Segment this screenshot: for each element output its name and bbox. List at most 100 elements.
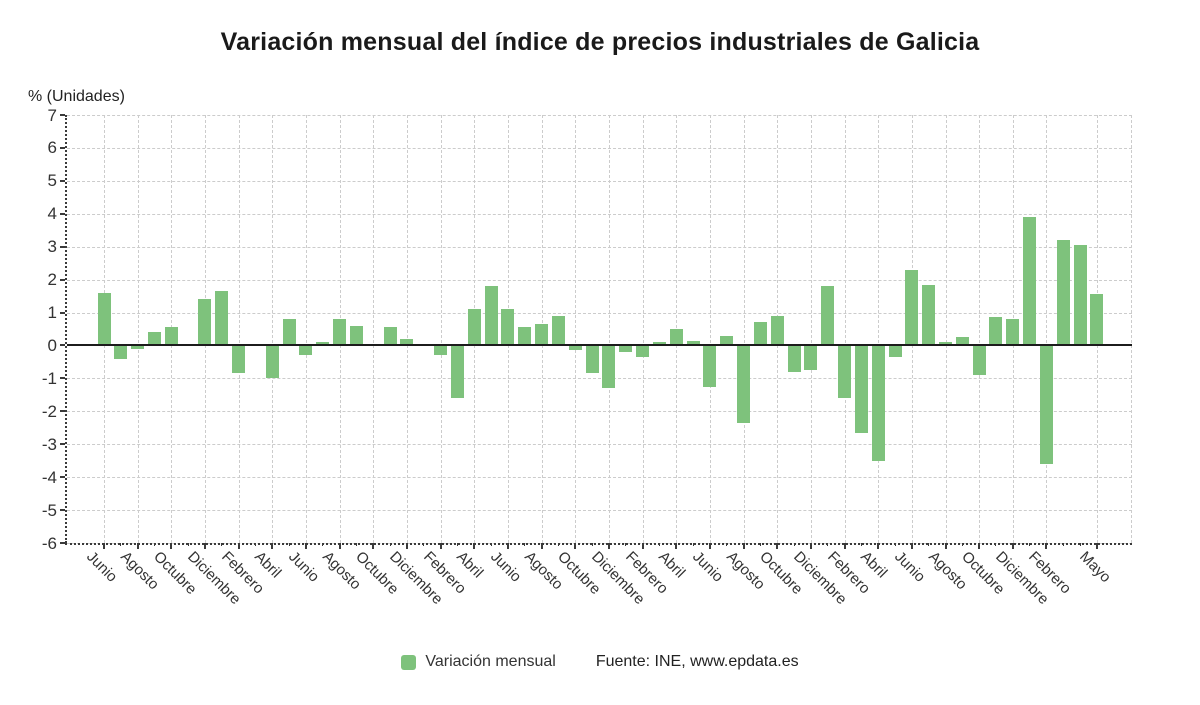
- bar: [333, 319, 347, 346]
- bar: [1090, 294, 1104, 346]
- x-tick-mark: [675, 543, 678, 549]
- x-tick-mark: [170, 543, 173, 549]
- y-tick-label: 0: [47, 335, 57, 355]
- x-tick-mark: [1095, 543, 1098, 549]
- y-tick-mark: [60, 377, 65, 380]
- x-minor-tick-mark: [204, 543, 206, 546]
- x-minor-tick-mark: [877, 543, 879, 546]
- y-tick-mark: [60, 179, 65, 182]
- y-tick-mark: [60, 509, 65, 512]
- gridline: [440, 115, 442, 543]
- gridline: [1046, 115, 1048, 543]
- x-minor-tick-mark: [137, 543, 139, 546]
- x-minor-tick-mark: [322, 543, 324, 546]
- bar: [282, 319, 296, 346]
- x-tick-mark: [877, 543, 880, 549]
- x-minor-tick-mark: [507, 543, 509, 546]
- legend-item: Variación mensual: [401, 653, 556, 671]
- bar: [720, 335, 734, 346]
- gridline: [642, 115, 644, 543]
- gridline: [608, 115, 610, 543]
- x-minor-tick-mark: [844, 543, 846, 546]
- bar: [501, 309, 515, 346]
- bar: [989, 317, 1003, 346]
- x-tick-mark: [203, 543, 206, 549]
- x-tick-mark: [574, 543, 577, 549]
- x-minor-tick-mark: [894, 543, 896, 546]
- gridline: [67, 213, 1132, 215]
- bar: [518, 327, 532, 346]
- x-minor-tick-mark: [221, 543, 223, 546]
- y-tick-mark: [60, 476, 65, 479]
- y-tick-mark: [60, 245, 65, 248]
- x-minor-tick-mark: [1029, 543, 1031, 546]
- x-minor-tick-mark: [524, 543, 526, 546]
- x-axis-line: [65, 543, 1132, 545]
- gridline: [67, 510, 1132, 512]
- x-minor-tick-mark: [928, 543, 930, 546]
- gridline: [810, 115, 812, 543]
- bar: [838, 345, 852, 399]
- bar: [636, 345, 650, 357]
- x-minor-tick-mark: [574, 543, 576, 546]
- bar: [1073, 245, 1087, 346]
- x-minor-tick-mark: [440, 543, 442, 546]
- y-tick-label: -2: [41, 401, 57, 421]
- zero-line: [67, 344, 1132, 347]
- x-minor-tick-mark: [945, 543, 946, 546]
- bar: [939, 342, 952, 346]
- x-tick-mark: [776, 543, 779, 549]
- x-minor-tick-mark: [1096, 543, 1098, 546]
- bar: [265, 345, 279, 379]
- bar: [821, 286, 835, 346]
- x-tick-mark: [338, 543, 341, 549]
- gridline: [979, 115, 981, 543]
- x-tick-mark: [506, 543, 509, 549]
- y-tick-label: -4: [41, 467, 57, 487]
- x-tick-mark: [372, 543, 375, 549]
- bar: [753, 322, 767, 346]
- y-tick-label: -1: [41, 368, 57, 388]
- bar: [232, 345, 246, 374]
- bar: [770, 315, 784, 346]
- bar: [854, 345, 868, 433]
- bar: [484, 286, 498, 346]
- bar: [316, 342, 330, 346]
- x-minor-tick-mark: [423, 543, 425, 546]
- gridline: [67, 444, 1132, 446]
- bar: [299, 345, 313, 356]
- x-minor-tick-mark: [810, 543, 812, 546]
- x-minor-tick-mark: [271, 543, 273, 546]
- gridline: [844, 115, 846, 543]
- x-tick-mark: [473, 543, 476, 549]
- gridline: [67, 279, 1132, 281]
- x-minor-tick-mark: [238, 543, 240, 546]
- gridline: [945, 115, 947, 543]
- x-minor-tick-mark: [355, 543, 357, 546]
- x-tick-mark: [136, 543, 139, 549]
- gridline: [67, 115, 1132, 116]
- bar: [131, 345, 145, 349]
- bar: [905, 269, 919, 346]
- gridline: [743, 115, 745, 543]
- x-minor-tick-mark: [473, 543, 475, 546]
- y-tick-label: 5: [47, 171, 57, 191]
- bar: [349, 325, 363, 346]
- x-tick-label: Junio: [487, 548, 525, 586]
- gridline: [67, 147, 1132, 149]
- y-tick-label: 3: [47, 237, 57, 257]
- x-minor-tick-mark: [557, 543, 559, 546]
- gridline: [709, 115, 711, 543]
- bar: [686, 340, 700, 346]
- bar: [972, 345, 986, 376]
- x-tick-mark: [843, 543, 846, 549]
- bar: [535, 324, 549, 346]
- bar: [1006, 319, 1020, 346]
- y-tick-label: 4: [47, 204, 57, 224]
- bar: [1056, 240, 1070, 346]
- x-minor-tick-mark: [776, 543, 778, 546]
- x-minor-tick-mark: [759, 543, 761, 546]
- bar: [467, 309, 481, 346]
- x-minor-tick-mark: [305, 543, 307, 546]
